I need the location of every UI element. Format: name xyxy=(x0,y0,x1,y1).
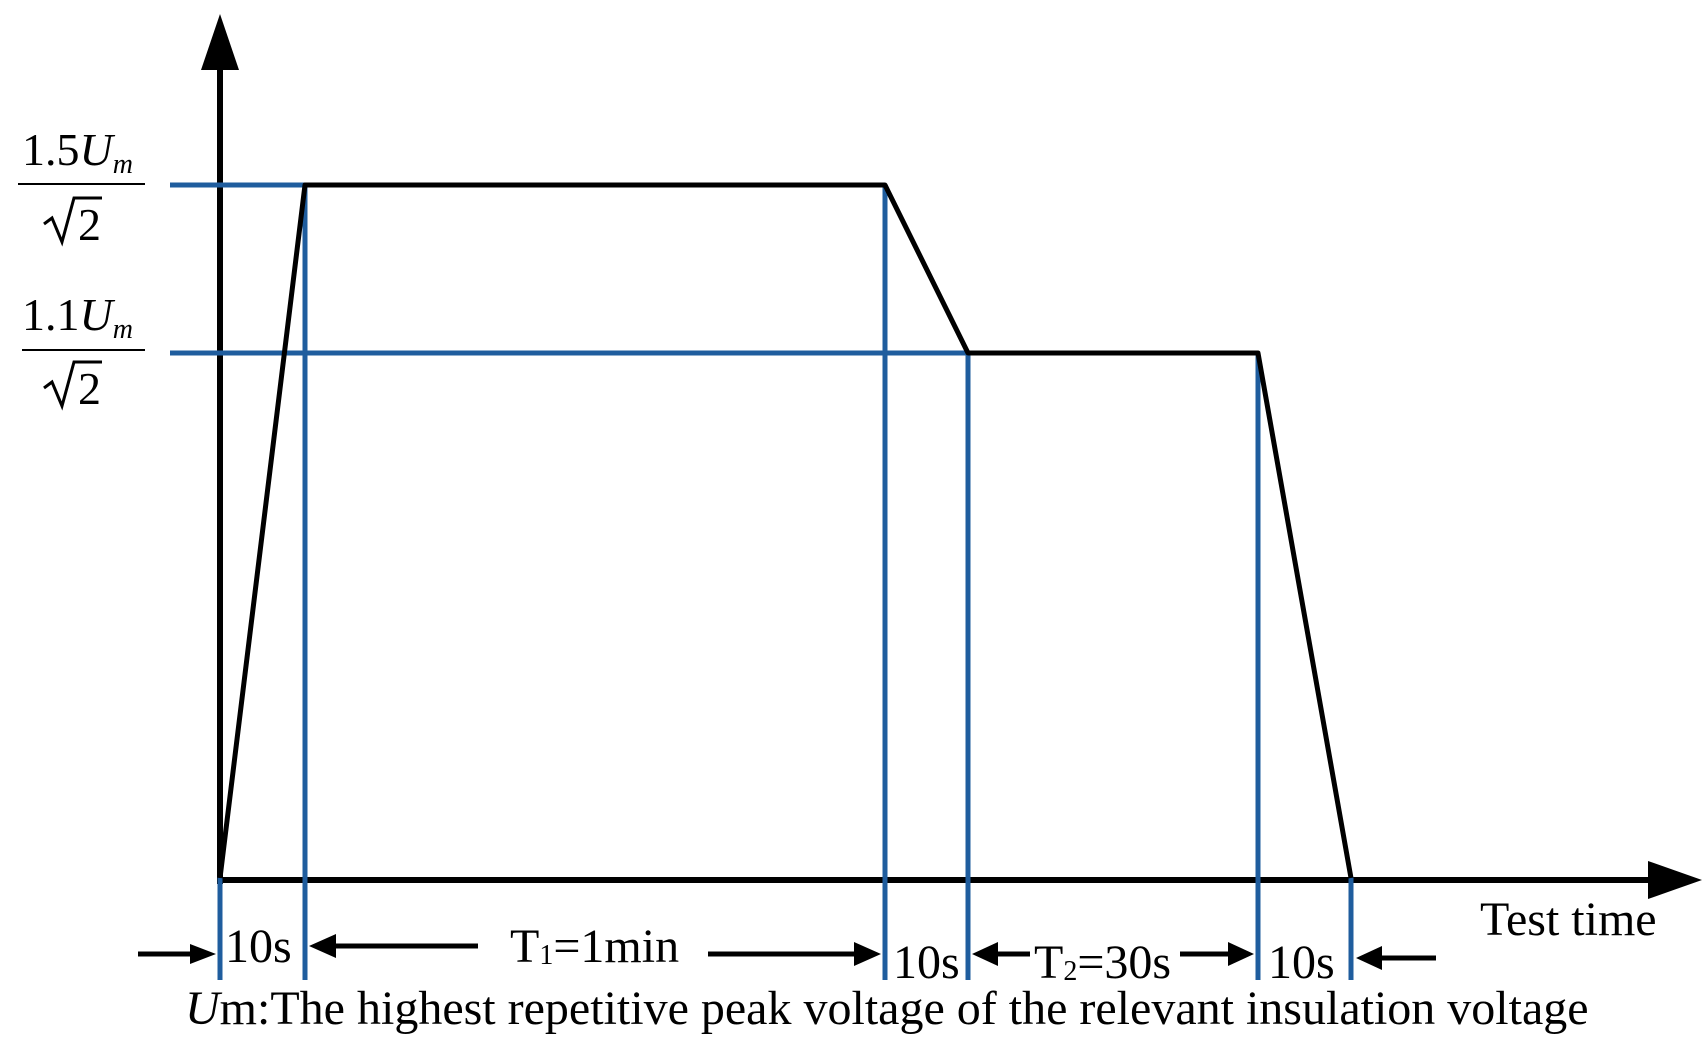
t1-arrow-left xyxy=(309,934,478,958)
t2-duration-label: T2=30s xyxy=(1034,936,1171,989)
t2-arrow-left xyxy=(972,942,1030,966)
footnote-symbol: U xyxy=(185,982,223,1035)
lower-level-denominator: 2 xyxy=(78,363,101,414)
svg-text:1.5Um: 1.5Um xyxy=(22,124,133,180)
ramp-down-duration-label: 10s xyxy=(1268,936,1335,989)
t2-arrow-right xyxy=(1180,942,1254,966)
lower-level-subscript: m xyxy=(113,314,133,345)
ramp-up-arrow-left xyxy=(138,944,216,964)
t1-symbol: T xyxy=(510,920,539,973)
upper-level-denominator: 2 xyxy=(78,199,101,250)
svg-text:1.1Um: 1.1Um xyxy=(22,289,133,345)
x-axis-label: Test time xyxy=(1480,893,1657,946)
lower-level-label: 1.1Um 2 xyxy=(22,289,145,414)
upper-level-symbol: U xyxy=(80,124,116,175)
footnote-subscript: m xyxy=(220,982,257,1035)
t1-arrow-right xyxy=(708,942,881,966)
t1-value: =1min xyxy=(553,920,679,973)
x-axis-arrowhead xyxy=(1648,861,1702,899)
upper-level-label: 1.5Um 2 xyxy=(18,124,145,250)
voltage-profile-line xyxy=(217,182,1354,879)
ramp-down-arrow-right xyxy=(1356,946,1436,970)
upper-level-subscript: m xyxy=(113,149,133,180)
t2-value: =30s xyxy=(1077,936,1171,989)
lower-sqrt-sign xyxy=(43,360,102,411)
footnote-text: :The highest repetitive peak voltage of … xyxy=(257,982,1589,1035)
lower-level-coefficient: 1.1 xyxy=(22,289,80,340)
ramp-up-duration-label: 10s xyxy=(225,920,292,973)
upper-level-coefficient: 1.5 xyxy=(22,124,80,175)
upper-sqrt-sign xyxy=(43,196,102,247)
footnote: Um:The highest repetitive peak voltage o… xyxy=(185,982,1589,1035)
t2-subscript: 2 xyxy=(1063,956,1077,987)
t1-subscript: 1 xyxy=(539,940,553,971)
step-down-duration-label: 10s xyxy=(893,936,960,989)
t2-symbol: T xyxy=(1034,936,1063,989)
t1-duration-label: T1=1min xyxy=(510,920,679,973)
lower-level-symbol: U xyxy=(80,289,116,340)
y-axis-arrowhead xyxy=(201,14,239,70)
